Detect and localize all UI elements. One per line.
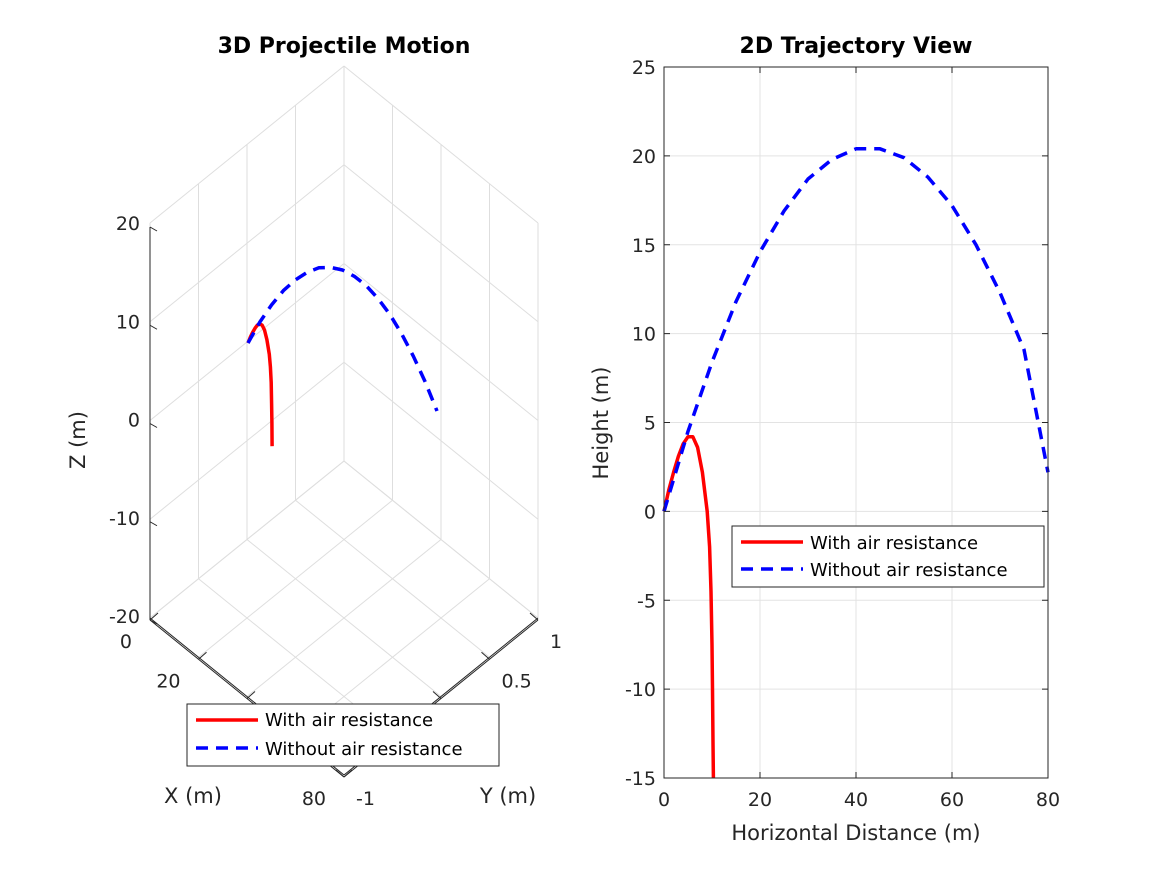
y-tick-label-2d: -5 [637,590,656,612]
z-tick-label: -20 [109,606,140,628]
z-tick-label: 10 [116,311,140,333]
wall-gridline-zy [343,164,539,323]
x-tick-label-2d: 20 [748,789,772,811]
series-line-2d-air [662,434,716,779]
y-axis-label-2d: Height (m) [589,367,613,480]
wall-gridline-zx [149,460,345,619]
z-tick-label: -10 [109,508,140,530]
legend-3d: With air resistance Without air resistan… [186,703,500,767]
z-axis-label: Z (m) [66,411,90,469]
y-tick-mark-3d [529,612,539,621]
x-axis-label-2d: Horizontal Distance (m) [731,821,980,845]
wall-gridline-zy [343,65,539,224]
ticks-3d: -20-1001020020406080-1-0.500.51 [109,213,562,810]
legend-2d: With air resistance Without air resistan… [731,525,1045,588]
x-tick-label-2d: 80 [1036,789,1060,811]
x-tick-label-3d: 80 [302,788,326,810]
x-tick-label-2d: 60 [940,789,964,811]
wall-gridline-zy [343,361,539,520]
wall-gridline-zy [343,263,539,421]
y-tick-mark-3d [335,769,345,778]
x-tick-label-2d: 0 [658,789,670,811]
y-tick-label-3d: 0.5 [502,670,532,692]
y-tick-label-2d: 25 [632,57,656,79]
legend-label-noair-2d: Without air resistance [810,560,1008,581]
z-tick-mark [149,423,158,428]
z-tick-mark [149,226,158,232]
y-tick-label-2d: 15 [632,235,656,257]
y-tick-label-3d: -1 [356,788,375,810]
wall-gridline-zx [149,361,345,520]
y-tick-mark-3d [481,651,490,660]
x-tick-mark-3d [149,612,159,621]
series-line-3d-air [246,322,274,447]
floor-gridline-y [246,539,442,697]
y-tick-label-3d: 1 [550,631,562,653]
z-tick-label: 20 [116,213,140,235]
panel-3d: 3D Projectile Motion -20-100102002040608… [66,34,562,810]
wall-gridline-zx [149,65,345,224]
wall-gridline-zy [343,460,539,619]
x-tick-label-3d: 0 [120,631,132,653]
z-tick-label: 0 [128,410,140,432]
y-tick-mark-3d [432,691,442,699]
z-tick-mark [149,324,158,330]
series-line-2d-noair [662,147,1050,512]
y-tick-label-2d: 20 [632,146,656,168]
legend-label-noair-3d: Without air resistance [265,739,463,760]
legend-label-air-3d: With air resistance [265,710,433,731]
y-tick-label-2d: 5 [644,413,656,435]
series-2d [662,147,1050,779]
x-tick-label-3d: 20 [156,670,180,692]
legend-label-air-2d: With air resistance [810,533,978,554]
y-tick-label-2d: -15 [625,768,656,790]
series-line-3d-noair [246,265,439,412]
z-tick-mark [149,521,158,527]
x-axis-label-3d: X (m) [164,784,222,808]
chart-title-3d: 3D Projectile Motion [218,34,471,59]
ticks-2d: 0 20 40 60 80 -15 -10 -5 0 5 10 15 20 25 [625,57,1060,811]
y-tick-label-2d: 0 [644,501,656,523]
legend-box-2d [731,525,1045,588]
floor-gridline-y [198,499,393,658]
chart-title-2d: 2D Trajectory View [740,34,973,59]
y-tick-label-2d: -10 [625,679,656,701]
x-tick-label-2d: 40 [844,789,868,811]
y-axis-label-3d: Y (m) [479,784,536,808]
panel-2d: 2D Trajectory View 0 20 40 60 80 -15 -10 -5 0 5 10… [589,34,1060,845]
legend-box-3d [186,703,500,767]
y-tick-label-2d: 10 [632,324,656,346]
series-3d [246,265,439,447]
x-tick-mark-3d [198,651,207,660]
grid-3d [149,65,539,776]
x-tick-mark-3d [246,691,256,699]
wall-gridline-zx [149,164,345,323]
